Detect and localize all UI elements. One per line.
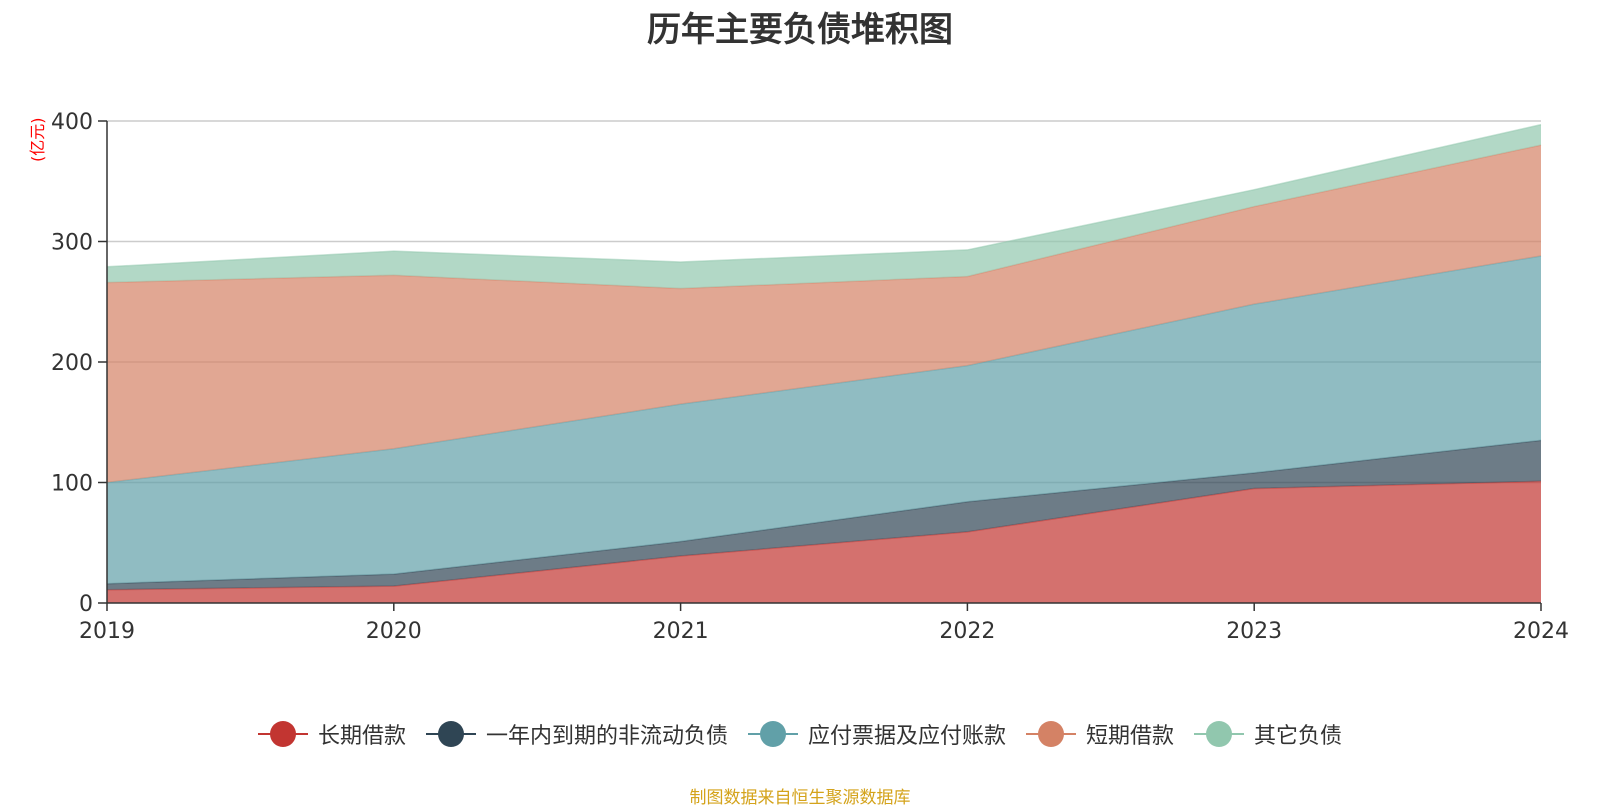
y-tick-label: 400	[51, 110, 93, 135]
legend-marker-icon	[747, 721, 798, 747]
legend-item-2[interactable]: 一年内到期的非流动负债	[425, 718, 728, 750]
legend-marker-icon	[425, 721, 476, 747]
legend-item-3[interactable]: 应付票据及应付账款	[747, 718, 1006, 750]
x-tick-label: 2021	[653, 619, 709, 644]
x-tick-label: 2022	[939, 619, 995, 644]
legend-label: 应付票据及应付账款	[807, 724, 1006, 749]
legend-item-1[interactable]: 长期借款	[257, 718, 406, 750]
y-tick-label: 0	[79, 592, 93, 617]
legend-marker-icon	[1026, 721, 1076, 747]
legend-label: 其它负债	[1254, 724, 1343, 749]
legend-marker-icon	[1194, 721, 1245, 747]
legend-marker-icon	[257, 721, 308, 747]
series-line-5	[106, 123, 1542, 268]
y-tick-label: 300	[51, 231, 93, 256]
legend-item-5[interactable]: 其它负债	[1194, 718, 1342, 750]
chart-title: 历年主要负债堆积图	[647, 10, 953, 50]
y-tick-label: 200	[51, 351, 93, 376]
data-source-note: 制图数据来自恒生聚源数据库	[689, 788, 911, 808]
chart-legend: 长期借款 一年内到期的非流动负债 应付票据及应付账款 短期借款 其它负债	[0, 718, 1600, 750]
area-series-4	[107, 145, 1541, 483]
x-tick-label: 2023	[1226, 619, 1282, 644]
area-series-1	[107, 481, 1541, 603]
y-tick-label: 100	[51, 472, 93, 497]
legend-label: 短期借款	[1086, 724, 1175, 749]
legend-label: 长期借款	[317, 724, 406, 749]
legend-item-4[interactable]: 短期借款	[1026, 718, 1174, 750]
legend-label: 一年内到期的非流动负债	[485, 724, 728, 749]
area-series-5	[107, 124, 1541, 289]
x-tick-label: 2024	[1513, 619, 1569, 644]
x-tick-label: 2019	[79, 619, 135, 644]
x-tick-label: 2020	[366, 619, 422, 644]
area-series-3	[107, 255, 1541, 584]
